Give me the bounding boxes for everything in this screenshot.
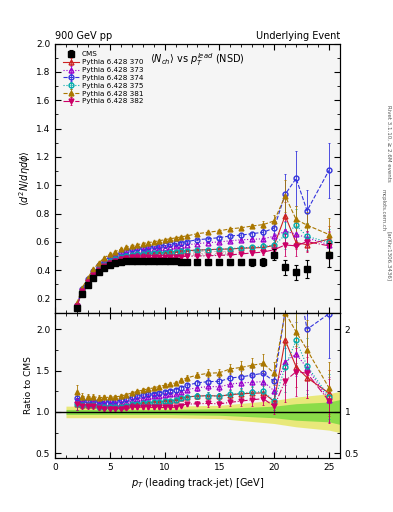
Y-axis label: Ratio to CMS: Ratio to CMS [24,356,33,414]
Text: [arXiv:1306.3436]: [arXiv:1306.3436] [386,231,391,281]
Text: mcplots.cern.ch: mcplots.cern.ch [380,189,385,231]
X-axis label: $p_T$ (leading track-jet) [GeV]: $p_T$ (leading track-jet) [GeV] [131,476,264,490]
Text: CMS_2011_S9120041: CMS_2011_S9120041 [159,250,236,257]
Text: $\langle N_{ch}\rangle$ vs $p_T^{lead}$ (NSD): $\langle N_{ch}\rangle$ vs $p_T^{lead}$ … [150,52,245,69]
Text: 900 GeV pp: 900 GeV pp [55,31,112,41]
Legend: CMS, Pythia 6.428 370, Pythia 6.428 373, Pythia 6.428 374, Pythia 6.428 375, Pyt: CMS, Pythia 6.428 370, Pythia 6.428 373,… [61,50,145,106]
Text: Underlying Event: Underlying Event [256,31,340,41]
Text: Rivet 3.1.10, ≥ 2.6M events: Rivet 3.1.10, ≥ 2.6M events [386,105,391,182]
Y-axis label: $\langle d^2 N/d\eta d\phi \rangle$: $\langle d^2 N/d\eta d\phi \rangle$ [17,150,33,206]
